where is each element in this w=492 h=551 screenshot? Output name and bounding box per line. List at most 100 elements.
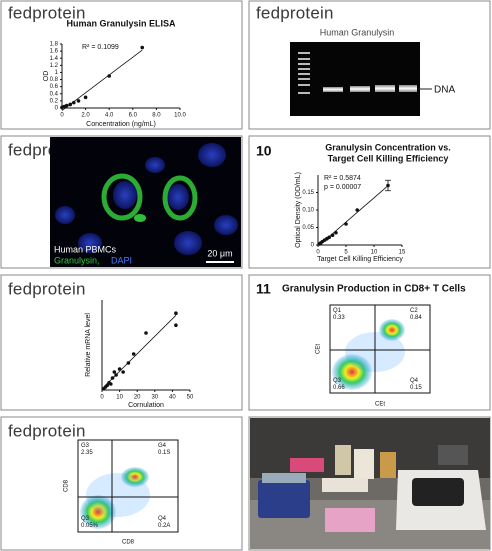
x-tick-label: 10.0	[174, 113, 186, 119]
quadrant-label: G3 2.35	[81, 443, 93, 456]
x-tick-label: 15	[399, 250, 406, 256]
point	[110, 376, 115, 380]
x-axis-label: Cornulation	[128, 402, 164, 409]
brand: fedprotein	[8, 421, 86, 440]
ladder	[298, 52, 310, 94]
point	[334, 230, 338, 235]
point	[344, 222, 348, 226]
annotation: p = 0.00007	[324, 184, 361, 191]
micro-stain: Granulysin,	[54, 255, 100, 265]
point	[114, 373, 118, 377]
y-tick-label: 1.4	[50, 56, 59, 62]
micro-sample: Human PBMCs	[54, 244, 117, 254]
quadrant-label: Q3 0.05%	[81, 516, 99, 529]
quadrant-label: G4 0.1S	[158, 443, 170, 456]
y-tick-label: 0.15	[302, 190, 314, 196]
y-axis-label: CEt	[316, 344, 322, 354]
flow-title: Granulysin Production in CD8+ T Cells	[282, 284, 466, 295]
point	[112, 370, 117, 374]
point	[126, 361, 131, 365]
panel-number: 10	[256, 143, 272, 159]
x-axis-label: CEt	[375, 402, 385, 408]
quadrant-label: Q1 0.33	[333, 308, 345, 321]
flow-plot	[77, 439, 179, 533]
point	[76, 99, 81, 103]
x-tick-label: 50	[187, 395, 194, 401]
y-tick-label: 0.6	[50, 84, 59, 90]
y-axis-label: Relative mRNA level	[85, 313, 92, 377]
y-tick-label: 1.2	[50, 63, 59, 69]
brand: fedprotein	[256, 3, 334, 22]
point	[144, 331, 148, 335]
point	[68, 102, 73, 107]
x-tick-label: 8.0	[152, 113, 161, 119]
point	[117, 367, 122, 371]
gel-title: Human Granulysin	[320, 27, 395, 37]
lab-photo	[250, 418, 490, 549]
y-tick-label: 0.4	[50, 91, 59, 97]
x-tick-label: 4.0	[105, 113, 114, 119]
point	[330, 233, 335, 237]
gel-label: DNA	[434, 85, 455, 96]
flow-plot	[329, 304, 431, 394]
trendline	[318, 185, 389, 246]
point	[83, 95, 88, 100]
quadrant-label: Q3 0.66	[333, 378, 345, 391]
chart-title: Human Granulysin ELISA	[66, 18, 176, 28]
scale-label: 20 μm	[207, 248, 232, 258]
x-axis-label: CD8	[122, 540, 135, 546]
x-tick-label: 0	[60, 113, 64, 119]
y-tick-label: 0	[311, 243, 315, 249]
chart-title: Target Cell Killing Efficiency	[328, 153, 449, 163]
panel	[0, 274, 243, 411]
x-tick-label: 5	[344, 250, 348, 256]
y-axis-label: Optical Density (OD/mL)	[295, 172, 302, 248]
y-tick-label: 0.2	[50, 98, 59, 104]
point	[327, 235, 332, 240]
panel-number: 11	[256, 281, 271, 297]
point	[107, 74, 111, 78]
brand: fedprotein	[8, 279, 86, 298]
x-tick-label: 6.0	[129, 113, 138, 119]
y-tick-label: 0	[55, 106, 59, 112]
x-tick-label: 10	[371, 250, 378, 256]
trendline	[61, 49, 143, 111]
y-tick-label: 1.6	[50, 49, 59, 55]
annotation: R² = 0.1099	[82, 44, 119, 51]
x-tick-label: 0	[100, 395, 104, 401]
nuclei	[55, 143, 238, 255]
granulysin-signal	[134, 214, 146, 222]
quadrant-label: Q4 0.2A	[158, 516, 170, 529]
y-tick-label: 1	[55, 70, 59, 76]
y-axis-label: OD	[43, 71, 50, 82]
point	[121, 370, 125, 374]
brand: fedprotein	[8, 3, 86, 22]
x-tick-label: 40	[169, 395, 176, 401]
y-tick-label: 0.10	[302, 208, 314, 214]
chart-title: Granulysin Concentration vs.	[325, 142, 451, 152]
y-axis-label: CD8	[64, 479, 70, 492]
granulysin-signal	[101, 173, 198, 221]
x-tick-label: 2.0	[81, 113, 90, 119]
point	[174, 323, 178, 328]
error-bar	[385, 179, 391, 192]
x-axis-label: Concentration (ng/mL)	[86, 121, 156, 128]
point	[355, 208, 360, 212]
y-tick-label: 0.8	[50, 77, 59, 83]
gel-bands	[323, 85, 417, 92]
point	[140, 45, 145, 50]
y-tick-label: 1.8	[50, 42, 59, 48]
point	[174, 311, 178, 316]
point	[72, 100, 76, 105]
point	[64, 103, 69, 108]
x-tick-label: 0	[316, 250, 320, 256]
quadrant-label: C2 0.84	[410, 308, 422, 321]
micro-stain: DAPI	[111, 255, 132, 265]
x-tick-label: 30	[151, 395, 158, 401]
point	[131, 352, 136, 356]
annotation: R² = 0.5874	[324, 175, 361, 182]
y-tick-label: 0.05	[302, 225, 314, 231]
x-axis-label: Target Cell Killing Efficiency	[317, 256, 403, 263]
x-tick-label: 10	[116, 395, 123, 401]
